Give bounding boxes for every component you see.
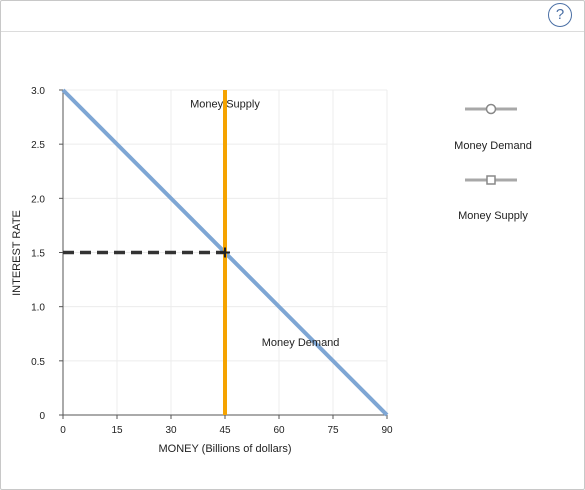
x-tick-label: 45 — [219, 425, 231, 436]
x-tick-label: 90 — [381, 425, 393, 436]
y-tick-label: 3.0 — [31, 86, 45, 97]
series-lines — [61, 88, 389, 417]
x-tick-label: 0 — [60, 425, 66, 436]
annotations: Money Supply Money Demand — [190, 98, 339, 348]
y-tick-label: 2.5 — [31, 140, 45, 151]
x-tick-label: 75 — [327, 425, 339, 436]
legend-swatch-money-demand[interactable] — [465, 102, 517, 116]
y-tick-label: 0 — [39, 411, 45, 422]
x-tick-label: 15 — [111, 425, 123, 436]
y-tick-label: 1.0 — [31, 303, 45, 314]
legend-label-money-supply: Money Supply — [458, 210, 528, 222]
x-tick-label: 60 — [273, 425, 285, 436]
legend-label-money-demand: Money Demand — [454, 140, 532, 152]
y-axis-label: INTEREST RATE — [11, 210, 23, 296]
tick-labels: 0 15 30 45 60 75 90 0 0.5 1.0 1.5 2.0 2.5 3.0 — [31, 86, 393, 436]
money-supply-annotation: Money Supply — [190, 98, 260, 110]
x-tick-label: 30 — [165, 425, 177, 436]
money-demand-annotation: Money Demand — [262, 337, 340, 349]
x-axis-label: MONEY (Billions of dollars) — [158, 443, 291, 455]
legend-swatch-money-supply[interactable] — [465, 173, 517, 187]
y-tick-label: 2.0 — [31, 194, 45, 205]
y-tick-label: 0.5 — [31, 357, 45, 368]
y-tick-label: 1.5 — [31, 249, 45, 260]
help-button[interactable]: ? — [548, 3, 572, 27]
toolbar: ? — [1, 1, 584, 32]
